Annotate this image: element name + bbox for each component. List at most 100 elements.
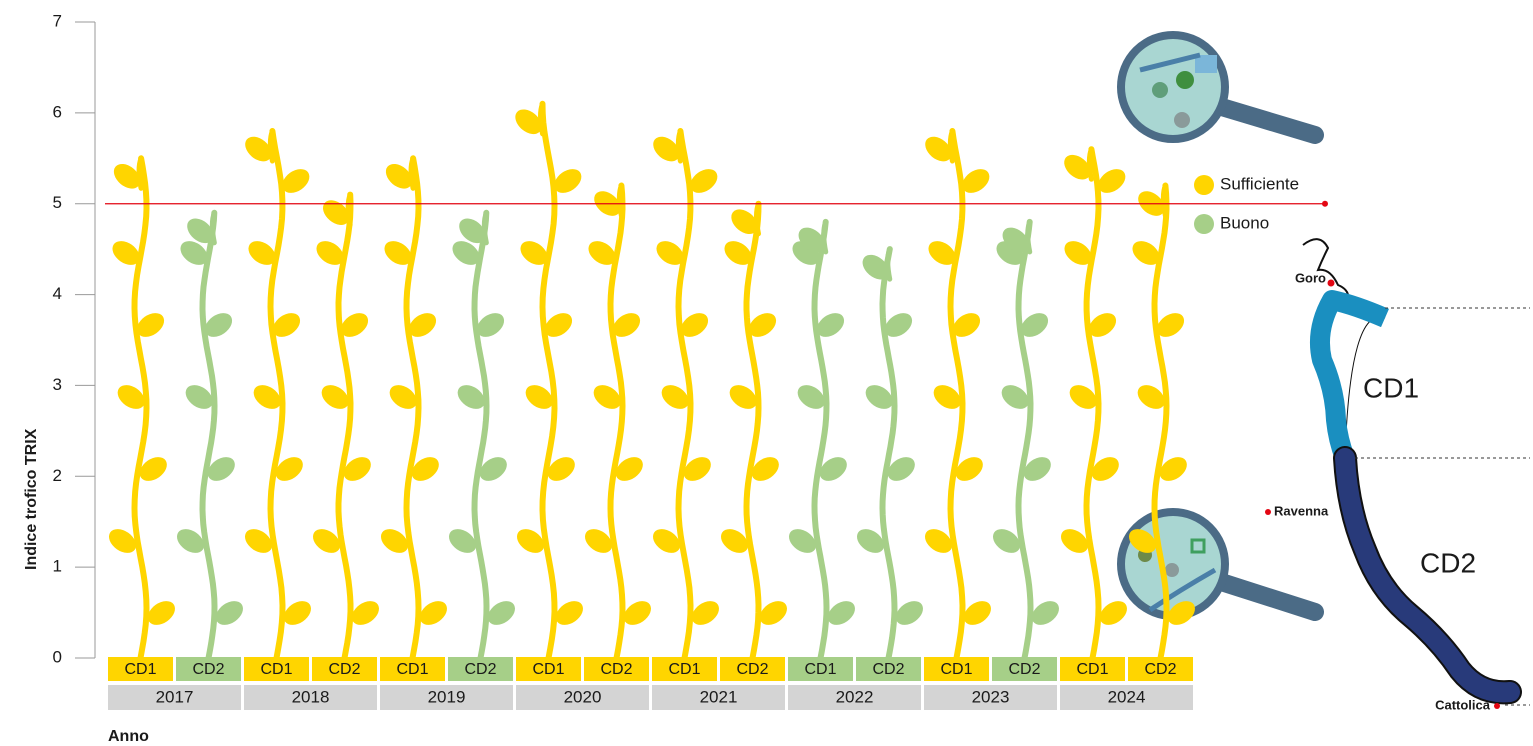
leaf (653, 136, 680, 162)
year-box (652, 685, 785, 710)
vine-stem (743, 200, 762, 661)
leaf (1167, 601, 1195, 625)
y-tick-label: 4 (53, 284, 62, 303)
leaf (139, 457, 167, 481)
leaf (554, 169, 582, 193)
leaf (1156, 313, 1185, 337)
leaf (385, 163, 413, 189)
y-tick-label: 6 (53, 102, 62, 121)
zone-label: CD1 (940, 661, 972, 678)
leaf (962, 169, 990, 193)
leaf (691, 601, 719, 625)
leaf (1002, 227, 1029, 253)
zone-label: CD2 (872, 661, 904, 678)
leaf (827, 601, 855, 625)
year-box (244, 685, 377, 710)
leaf (729, 385, 757, 409)
leaf (117, 385, 145, 409)
leaf (515, 109, 542, 135)
vine (244, 128, 311, 661)
vine (176, 209, 243, 661)
y-tick-label: 7 (53, 11, 62, 30)
place-label: Goro (1295, 270, 1326, 285)
vine-stem (539, 100, 558, 661)
zone-label: CD1 (396, 661, 428, 678)
zone-box (856, 657, 921, 681)
vine-stem (471, 209, 490, 661)
year-box (924, 685, 1057, 710)
leaf (748, 313, 777, 337)
vine-tip (481, 210, 489, 246)
vine (1060, 146, 1127, 661)
magnifier-bottom (1117, 508, 1324, 621)
place-label: Ravenna (1274, 503, 1329, 518)
zone-label: CD2 (192, 661, 224, 678)
leaf (322, 200, 350, 225)
legend-swatch (1194, 214, 1214, 234)
leaf (1020, 313, 1049, 337)
zone-label: CD1 (1076, 661, 1108, 678)
leaf (316, 241, 344, 265)
leaf (207, 457, 235, 481)
zone-label: CD1 (124, 661, 156, 678)
leaf (1060, 529, 1089, 553)
leaf (862, 254, 889, 280)
leaf (185, 385, 213, 409)
leaf (215, 601, 243, 625)
zone-label: CD1 (1363, 372, 1419, 403)
zone-box (380, 657, 445, 681)
leaf (720, 529, 749, 553)
vine-tip (345, 192, 353, 228)
leaf (180, 241, 208, 265)
leaf (584, 529, 613, 553)
leaf (147, 601, 175, 625)
zone-box (244, 657, 309, 681)
zone-label: CD1 (532, 661, 564, 678)
leaf (895, 601, 923, 625)
leaf (547, 457, 575, 481)
leaf (925, 136, 952, 162)
vine (312, 191, 379, 661)
leaf (411, 457, 439, 481)
leaf (245, 136, 272, 162)
vine-tip (821, 219, 829, 255)
vine-stem (335, 191, 354, 661)
leaf (351, 601, 379, 625)
leaf (520, 241, 548, 265)
zone-label: CD1 (260, 661, 292, 678)
leaf (479, 457, 507, 481)
vine-stem (267, 128, 286, 661)
leaf (1031, 601, 1059, 625)
x-tick-label: 2018 (292, 687, 330, 706)
place-label: Cattolica (1435, 697, 1491, 712)
leaf (176, 529, 205, 553)
legend-label: Sufficiente (1220, 174, 1299, 193)
leaf (204, 313, 233, 337)
leaf (661, 385, 689, 409)
zone-box (584, 657, 649, 681)
x-tick-label: 2022 (836, 687, 874, 706)
year-box (380, 685, 513, 710)
year-box (1060, 685, 1193, 710)
vine-stem (607, 182, 626, 661)
leaf (340, 313, 369, 337)
leaf (690, 169, 718, 193)
leaf (419, 601, 447, 625)
zone-box (652, 657, 717, 681)
leaf (516, 529, 545, 553)
vine-tip (408, 155, 416, 191)
leaf (887, 457, 915, 481)
leaf (788, 529, 817, 553)
vine-stem (675, 128, 694, 661)
vine (652, 128, 719, 661)
leaf (384, 241, 412, 265)
leaf (248, 241, 276, 265)
zone-label: CD2 (600, 661, 632, 678)
leaf (1091, 457, 1119, 481)
vine-stem (1015, 218, 1034, 661)
leaf (108, 529, 137, 553)
vine-stem (199, 209, 218, 661)
leaf (656, 241, 684, 265)
leaf (1132, 241, 1160, 265)
leaf (272, 313, 301, 337)
